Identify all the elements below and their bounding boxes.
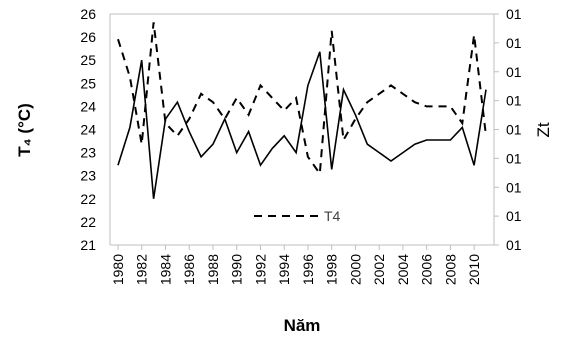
x-tick-label: 1986 [181,254,197,285]
x-tick-label: 2008 [442,254,458,285]
x-tick-label: 1984 [157,254,173,285]
plot-area [109,13,495,246]
x-tick-label: 2002 [371,254,387,285]
y2-tick-label: 01 [506,150,522,166]
y-tick-label: 22 [80,214,96,230]
y2-tick-label: 01 [506,35,522,51]
y-tick-label: 25 [80,75,96,91]
y-tick-label: 26 [80,6,96,22]
x-axis-ticks: 1980 1982 1984 1986 1988 1990 1992 1994 1996 1998… [110,245,482,285]
legend: T4 [254,208,341,224]
x-tick-label: 1994 [276,254,292,285]
y-tick-label: 26 [80,29,96,45]
y2-tick-label: 01 [506,179,522,195]
y-tick-label: 23 [80,168,96,184]
series-layer [117,22,487,199]
y-tick-label: 22 [80,191,96,207]
legend-label-t4: T4 [324,208,341,224]
x-tick-label: 1982 [134,254,150,285]
y-tick-label: 25 [80,52,96,68]
y-tick-label: 21 [80,237,96,253]
y2-tick-label: 01 [506,6,522,22]
y-axis-title: T₄ (°C) [15,103,34,157]
x-tick-label: 1990 [229,254,245,285]
y2-axis-title: Zt [534,122,553,137]
y2-tick-label: 01 [506,64,522,80]
x-tick-label: 1992 [252,254,268,285]
series-line-t4 [117,22,487,177]
x-tick-label: 2010 [466,254,482,285]
series-line-zt [117,51,487,199]
x-tick-label: 2004 [395,254,411,285]
y-tick-label: 24 [80,98,96,114]
y-axis-ticks: 21 22 22 23 23 24 24 25 25 26 26 [80,6,96,253]
y-tick-label: 24 [80,122,96,138]
x-tick-label: 2000 [347,254,363,285]
y2-tick-label: 01 [506,93,522,109]
y2-axis-ticks: 01 01 01 01 01 01 01 01 01 [494,6,522,253]
y2-tick-label: 01 [506,237,522,253]
x-tick-label: 1980 [110,254,126,285]
y-tick-label: 23 [80,145,96,161]
x-axis-title: Năm [284,316,321,335]
x-tick-label: 1998 [324,254,340,285]
x-tick-label: 1996 [300,254,316,285]
x-tick-label: 2006 [419,254,435,285]
y2-tick-label: 01 [506,122,522,138]
x-tick-label: 1988 [205,254,221,285]
y2-tick-label: 01 [506,208,522,224]
